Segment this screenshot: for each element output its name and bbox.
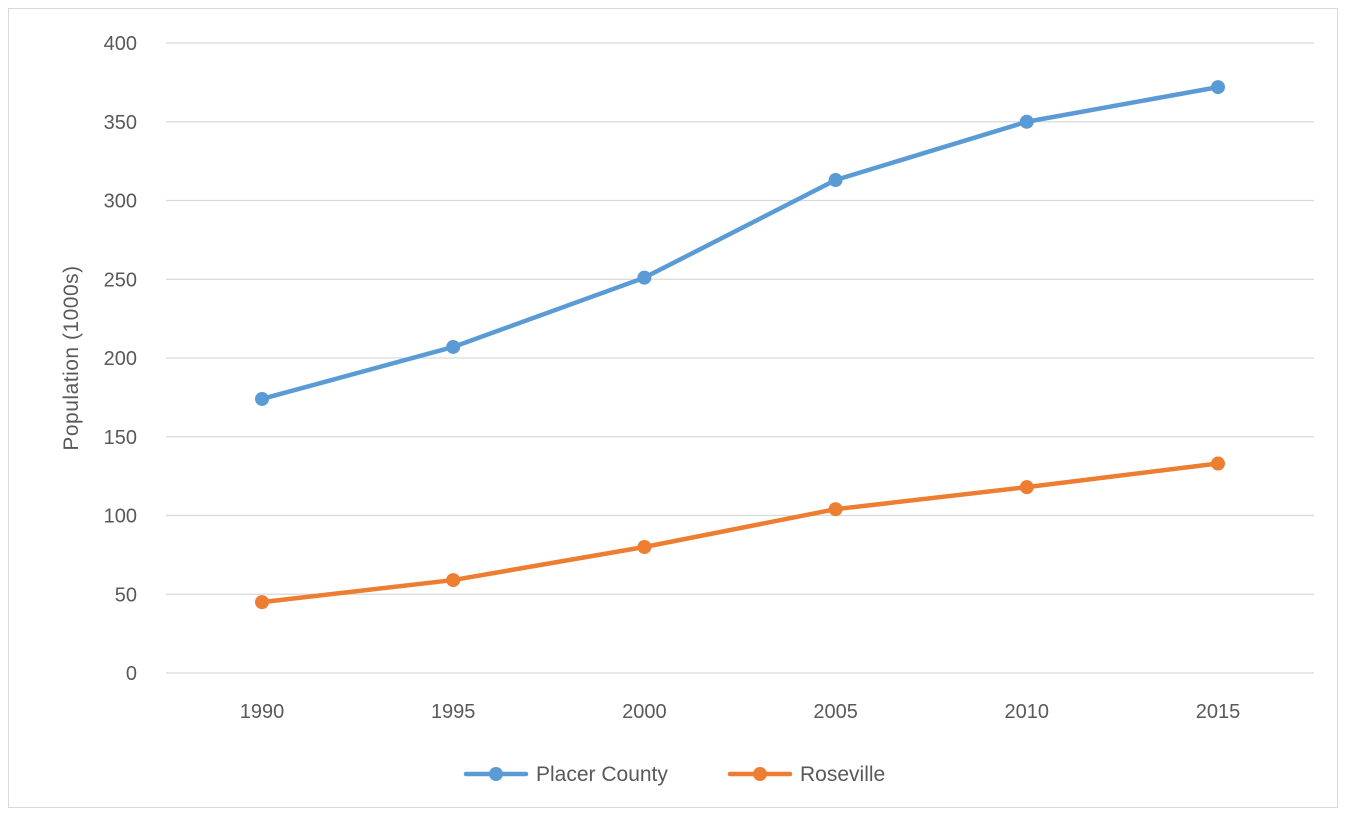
y-axis-ticks: 0 50 100 150 200 250 300 350 400 — [104, 33, 137, 685]
legend: Placer County Roseville — [463, 763, 885, 786]
x-tick-label: 2000 — [622, 701, 667, 723]
series-roseville — [255, 456, 1225, 610]
legend-item: Roseville — [727, 763, 885, 786]
legend-label: Placer County — [536, 763, 668, 786]
data-point — [446, 339, 461, 354]
gridlines — [166, 42, 1314, 674]
data-point — [446, 573, 461, 588]
x-axis-ticks: 1990 1995 2000 2005 2010 2015 — [240, 701, 1241, 723]
x-tick-label: 2005 — [813, 701, 858, 723]
chart-frame — [8, 8, 1338, 808]
data-point — [255, 595, 269, 610]
y-axis-title: Population (1000s) — [60, 265, 83, 450]
legend-swatch-marker — [753, 767, 767, 781]
legend-label: Roseville — [800, 763, 885, 786]
y-tick-label: 150 — [104, 427, 137, 449]
x-tick-label: 1990 — [240, 701, 285, 723]
x-tick-label: 2015 — [1196, 701, 1241, 723]
y-tick-label: 400 — [104, 33, 137, 55]
legend-item: Placer County — [463, 763, 668, 786]
data-point — [1019, 480, 1034, 495]
y-tick-label: 50 — [115, 584, 137, 606]
data-point — [828, 502, 843, 517]
legend-swatch-marker — [489, 767, 503, 781]
series-line — [259, 461, 1221, 605]
series-placer-county — [255, 80, 1225, 406]
y-tick-label: 300 — [104, 191, 137, 213]
y-tick-label: 350 — [104, 112, 137, 134]
series-group — [255, 80, 1225, 610]
x-tick-label: 1995 — [431, 701, 476, 723]
data-point — [1019, 114, 1034, 129]
x-tick-label: 2010 — [1005, 701, 1050, 723]
y-tick-label: 250 — [104, 269, 137, 291]
data-point — [255, 391, 269, 406]
data-point — [828, 173, 843, 188]
y-tick-label: 100 — [104, 506, 137, 528]
data-point — [637, 540, 652, 554]
data-point — [637, 270, 652, 285]
data-point — [1211, 456, 1225, 471]
y-tick-label: 0 — [126, 663, 137, 685]
y-tick-label: 200 — [104, 348, 137, 370]
series-line — [259, 84, 1221, 402]
data-point — [1211, 80, 1225, 95]
